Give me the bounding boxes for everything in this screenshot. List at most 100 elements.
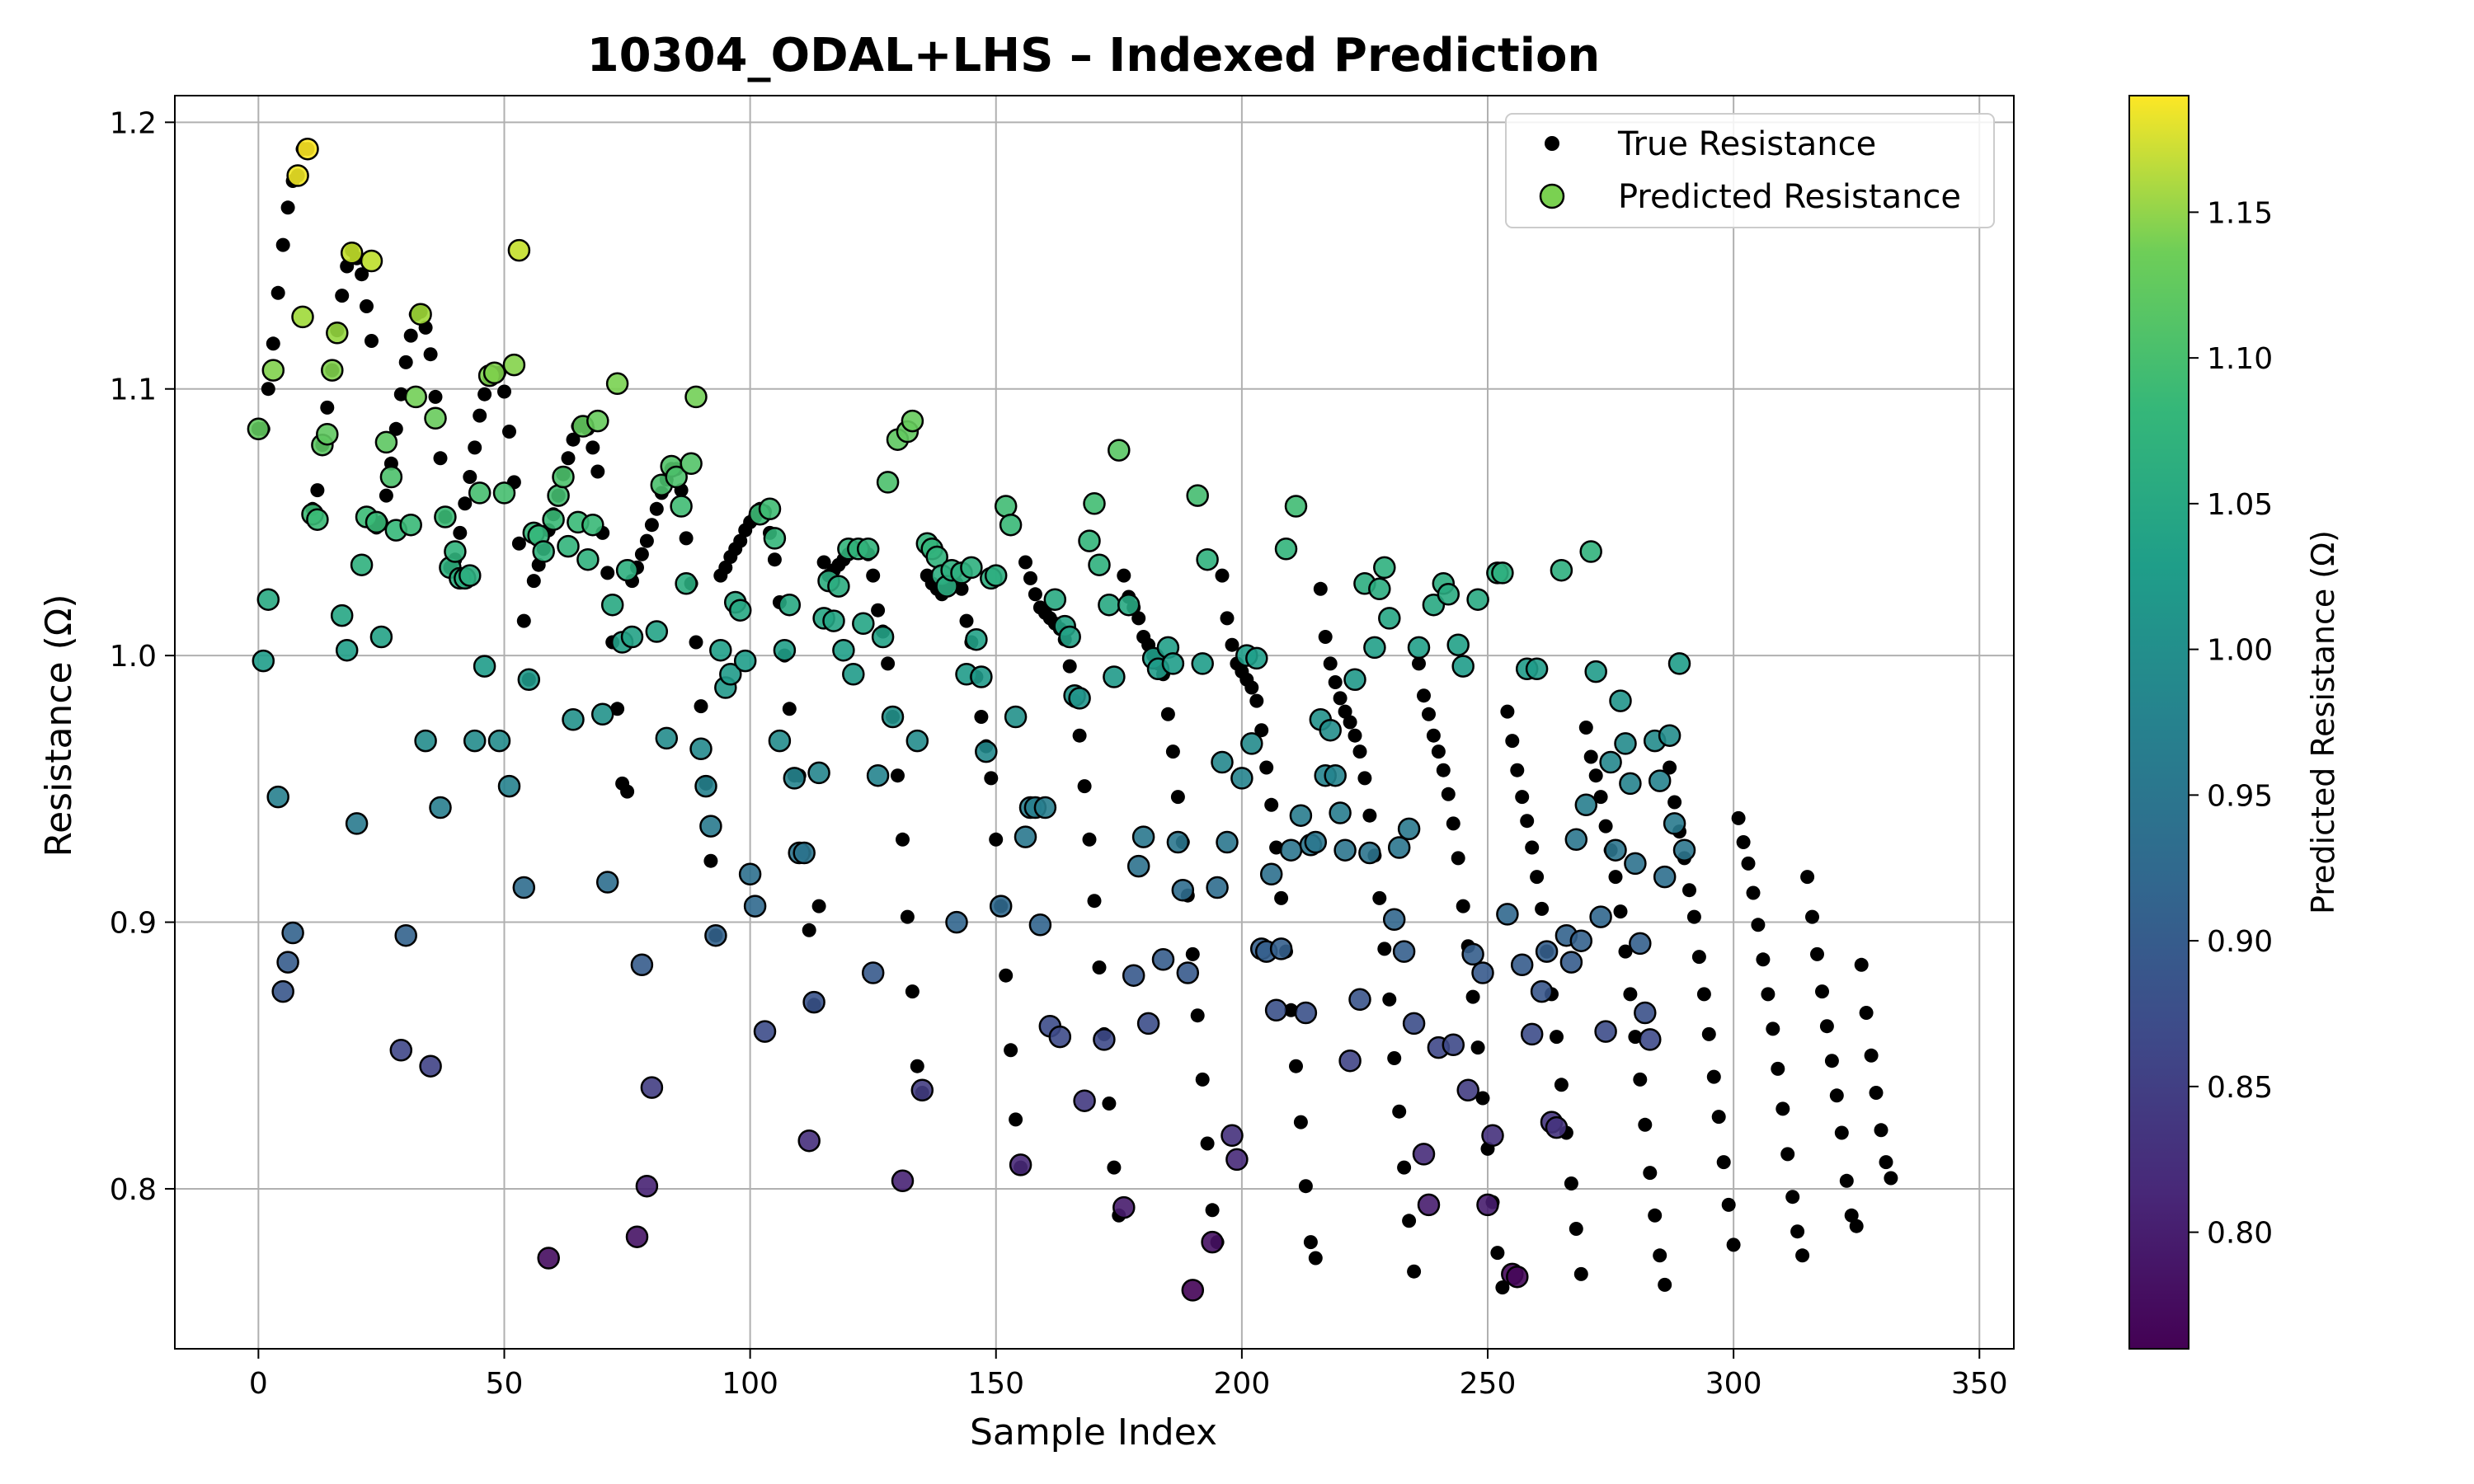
predicted-point: [595, 871, 619, 894]
y-tick-label: 0.9: [110, 907, 157, 941]
x-tick-label: 350: [1951, 1367, 2008, 1401]
true-point: [511, 536, 526, 551]
predicted-point: [670, 495, 693, 518]
true-point: [1785, 1190, 1800, 1205]
legend-true-label: True Resistance: [1617, 125, 1876, 163]
true-point: [477, 387, 492, 402]
predicted-point: [434, 505, 457, 528]
colorbar-tick-label: 0.80: [2207, 1217, 2273, 1251]
true-point: [1475, 1091, 1490, 1106]
y-tick-label: 1.2: [110, 106, 157, 140]
true-point: [502, 425, 516, 439]
predicted-point: [586, 409, 609, 433]
predicted-point: [881, 705, 905, 729]
predicted-point: [492, 481, 516, 505]
true-point: [1170, 790, 1185, 805]
predicted-point: [1211, 750, 1234, 774]
true-point: [1009, 1112, 1023, 1127]
true-point: [1771, 1061, 1785, 1076]
predicted-point: [793, 841, 816, 865]
true-point: [1515, 790, 1530, 805]
true-point: [1505, 734, 1520, 749]
predicted-point: [1333, 838, 1357, 862]
true-point: [679, 531, 694, 546]
true-point: [266, 336, 280, 351]
true-point: [974, 710, 989, 724]
predicted-point: [605, 372, 629, 396]
true-point: [896, 832, 910, 847]
true-point: [1338, 704, 1352, 719]
predicted-point: [512, 876, 536, 899]
predicted-point: [1530, 979, 1554, 1003]
y-axis-label: Resistance (Ω): [38, 594, 80, 857]
predicted-point: [1589, 905, 1612, 928]
true-point: [703, 853, 718, 868]
predicted-point: [1131, 825, 1155, 848]
true-point: [1436, 763, 1451, 777]
predicted-point: [1324, 763, 1347, 787]
predicted-point: [473, 655, 496, 678]
true-point: [1028, 587, 1042, 602]
true-point: [1824, 1054, 1839, 1068]
true-point: [718, 560, 733, 575]
predicted-point: [537, 1247, 560, 1270]
predicted-point: [552, 465, 575, 489]
true-point: [1701, 1026, 1716, 1041]
true-point: [1426, 728, 1441, 743]
true-point: [1004, 1043, 1018, 1058]
true-point: [1377, 942, 1392, 956]
true-point: [649, 501, 664, 516]
true-point: [1795, 1248, 1810, 1263]
predicted-point: [296, 137, 319, 161]
predicted-point: [675, 572, 698, 595]
true-point: [1318, 630, 1333, 644]
true-point: [1618, 944, 1633, 959]
true-point: [1643, 1166, 1658, 1181]
true-point: [1706, 1069, 1721, 1084]
predicted-point: [630, 953, 654, 977]
true-point: [639, 533, 654, 548]
true-point: [1313, 581, 1328, 596]
predicted-point: [965, 627, 988, 651]
predicted-point: [694, 774, 717, 798]
true-point: [694, 699, 708, 714]
true-point: [1362, 808, 1377, 823]
true-point: [1530, 870, 1545, 885]
true-point: [1382, 992, 1397, 1007]
predicted-point: [379, 465, 403, 489]
predicted-point: [620, 625, 644, 649]
predicted-point: [1412, 1143, 1436, 1166]
true-point: [782, 702, 797, 716]
predicted-point: [276, 951, 299, 974]
predicted-point: [615, 558, 639, 582]
predicted-point: [1028, 913, 1052, 937]
predicted-point: [330, 603, 354, 627]
true-point: [1259, 760, 1274, 775]
predicted-point: [271, 979, 294, 1003]
predicted-point: [360, 249, 383, 273]
predicted-point: [1461, 942, 1484, 966]
true-point: [1215, 568, 1230, 583]
true-point: [1274, 890, 1289, 905]
x-axis-label: Sample Index: [970, 1411, 1217, 1453]
predicted-point: [414, 729, 437, 753]
true-point: [468, 440, 482, 455]
true-point: [1525, 840, 1540, 855]
true-point: [1731, 810, 1746, 825]
true-point: [910, 1059, 924, 1073]
true-point: [463, 470, 477, 484]
predicted-point: [1240, 732, 1263, 755]
predicted-point: [1136, 1012, 1160, 1036]
true-point: [1328, 675, 1343, 689]
y-tick-label: 1.0: [110, 640, 157, 674]
true-point: [1859, 1006, 1874, 1020]
true-point: [1663, 760, 1677, 775]
true-point: [1569, 1222, 1583, 1236]
predicted-point: [1363, 636, 1386, 660]
true-point: [989, 832, 1004, 847]
predicted-point: [709, 638, 732, 662]
predicted-point: [1481, 1124, 1504, 1148]
true-point: [566, 432, 581, 447]
true-point: [866, 568, 881, 583]
